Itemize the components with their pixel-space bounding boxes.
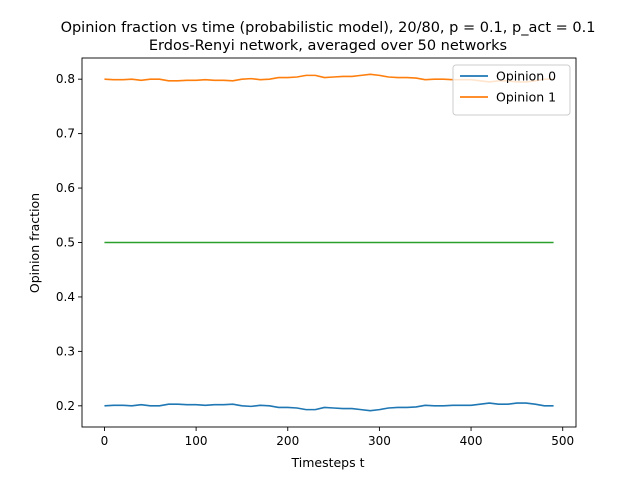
x-tick-label: 400 bbox=[460, 434, 483, 448]
y-tick-label: 0.8 bbox=[56, 72, 75, 86]
y-tick-label: 0.5 bbox=[56, 236, 75, 250]
y-tick-label: 0.4 bbox=[56, 290, 75, 304]
chart-title-line2: Erdos-Renyi network, averaged over 50 ne… bbox=[149, 38, 507, 54]
legend: Opinion 0 Opinion 1 bbox=[452, 64, 571, 116]
x-tick-label: 100 bbox=[185, 434, 208, 448]
series-line-0 bbox=[104, 402, 554, 412]
legend-box bbox=[452, 64, 571, 116]
x-tick-label: 0 bbox=[101, 434, 109, 448]
y-tick-label: 0.3 bbox=[56, 344, 75, 358]
x-axis-label: Timesteps t bbox=[290, 455, 364, 470]
y-axis-label: Opinion fraction bbox=[27, 193, 42, 293]
legend-label: Opinion 0 bbox=[496, 69, 556, 84]
x-tick-label: 500 bbox=[551, 434, 574, 448]
legend-label: Opinion 1 bbox=[496, 90, 556, 105]
y-tick-label: 0.7 bbox=[56, 127, 75, 141]
chart-title-line1: Opinion fraction vs time (probabilistic … bbox=[61, 20, 596, 36]
y-tick-label: 0.6 bbox=[56, 181, 75, 195]
x-tick-label: 200 bbox=[276, 434, 299, 448]
y-tick-label: 0.2 bbox=[56, 399, 75, 413]
plot-area: 0 100 200 300 400 500 0.2 0.3 0.4 0.5 0.6 0.7 0.8 bbox=[56, 57, 577, 448]
x-tick-label: 300 bbox=[368, 434, 391, 448]
